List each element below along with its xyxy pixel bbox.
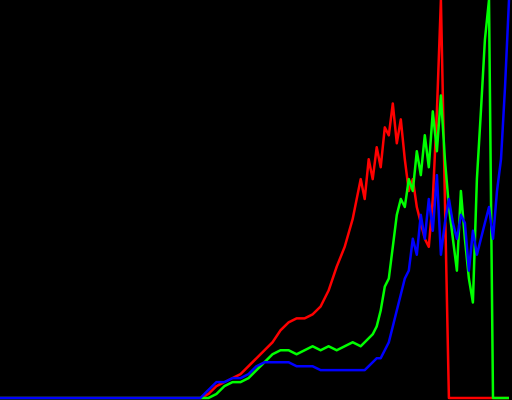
histogram-chart: [0, 0, 512, 400]
